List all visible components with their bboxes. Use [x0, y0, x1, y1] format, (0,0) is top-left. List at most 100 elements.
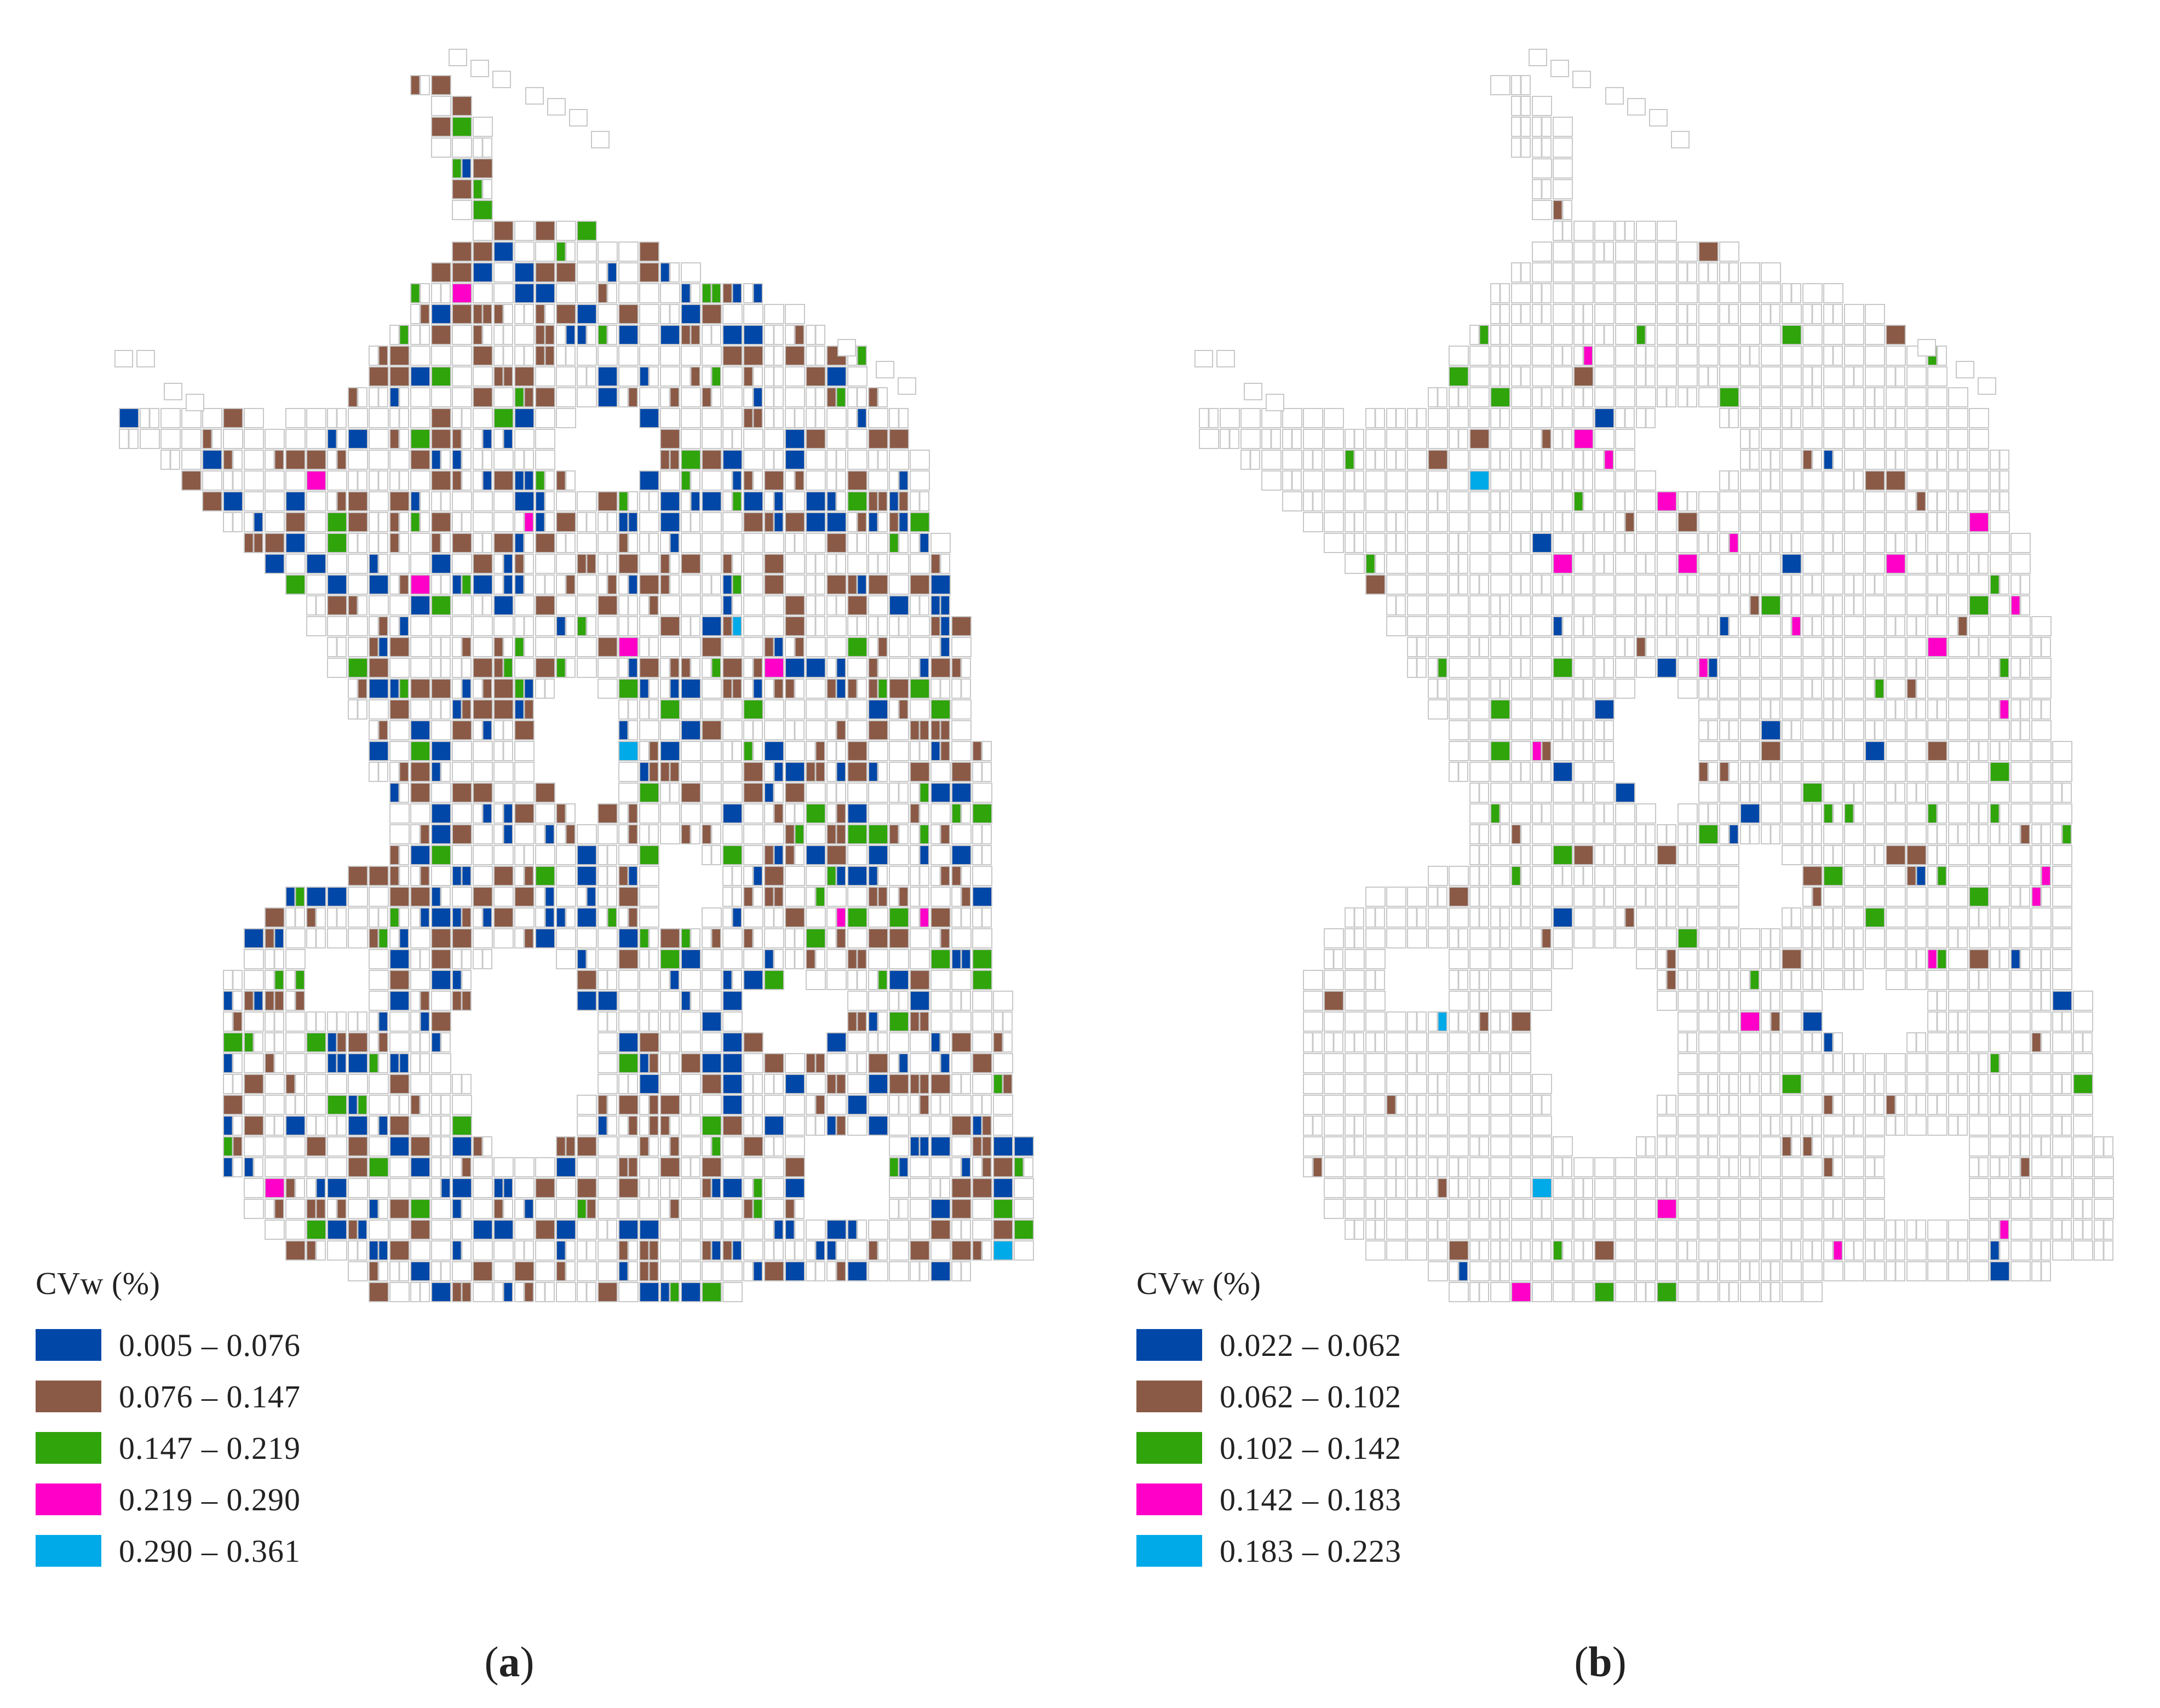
map-block [889, 1261, 909, 1281]
map-block-class-2 [618, 1157, 629, 1177]
map-block [743, 907, 763, 928]
map-block [440, 1115, 451, 1136]
map-block-class-1 [410, 366, 430, 387]
map-block [1865, 595, 1885, 616]
map-block [1969, 1011, 1989, 1032]
map-block [1345, 1032, 1355, 1053]
map-block-class-3 [732, 491, 742, 511]
map-block [1865, 928, 1885, 948]
map-block [1636, 221, 1656, 241]
map-block [1345, 1178, 1365, 1198]
map-block [1386, 533, 1397, 553]
map-block [544, 470, 555, 491]
map-block-class-2 [1624, 907, 1635, 928]
map-block-class-1 [431, 741, 451, 761]
map-block-class-3 [1969, 595, 1989, 616]
legend-item: 0.076 – 0.147 [36, 1371, 301, 1422]
map-block-class-2 [722, 616, 733, 636]
map-block-class-2 [628, 803, 638, 824]
map-block [889, 1115, 909, 1136]
map-block [1490, 366, 1501, 387]
map-block [1761, 970, 1781, 990]
map-block [1312, 491, 1323, 511]
map-block [1916, 1032, 1926, 1053]
map-block [1490, 616, 1501, 636]
map-block-class-2 [482, 304, 492, 324]
map-block [473, 949, 483, 969]
map-block [930, 803, 951, 824]
map-block [473, 907, 483, 928]
map-block-class-2 [764, 887, 774, 907]
map-block-class-3 [1823, 803, 1834, 824]
map-block [410, 533, 430, 553]
map-block-class-1 [556, 907, 566, 928]
map-block [1698, 1261, 1709, 1281]
map-block-class-2 [535, 658, 555, 678]
map-block [1345, 512, 1355, 532]
map-block [847, 554, 868, 574]
map-block [1365, 1074, 1386, 1094]
map-block [1428, 1095, 1438, 1115]
map-block [1479, 637, 1489, 657]
map-block-class-1 [202, 450, 222, 470]
map-block [473, 117, 493, 137]
map-block [389, 1011, 410, 1032]
map-block [1874, 387, 1885, 407]
map-block [1791, 720, 1801, 740]
map-block-class-1 [503, 1178, 513, 1198]
map-block-class-2 [702, 720, 722, 740]
map-block-class-2 [473, 783, 493, 803]
map-block-class-1 [565, 325, 576, 345]
map-block [1823, 762, 1843, 782]
map-block [1469, 616, 1490, 636]
map-block [1823, 283, 1843, 303]
map-block [794, 678, 805, 699]
map-block [232, 470, 243, 491]
map-block [1895, 1095, 1905, 1115]
map-block-class-1 [1014, 1136, 1034, 1157]
map-block [1906, 1240, 1927, 1261]
map-block-class-1 [1823, 450, 1834, 470]
map-block [1678, 970, 1688, 990]
map-block [868, 783, 888, 803]
map-block [1969, 866, 1989, 886]
map-block [1823, 554, 1843, 574]
map-block-class-2 [461, 637, 472, 657]
map-block-class-1 [806, 491, 826, 511]
map-block-class-1 [1615, 783, 1635, 803]
map-block-class-3 [919, 783, 929, 803]
map-block [1657, 221, 1677, 241]
map-block [1948, 949, 1968, 969]
map-block [1553, 491, 1573, 511]
map-block-class-2 [244, 533, 254, 553]
map-block [431, 1053, 451, 1073]
map-block-class-3 [535, 866, 555, 886]
map-block [535, 678, 545, 699]
map-block-class-1 [253, 512, 263, 532]
map-block [1532, 574, 1542, 595]
map-block [1365, 991, 1386, 1011]
map-block [1490, 658, 1510, 678]
map-block [1761, 429, 1781, 449]
map-block [1490, 678, 1501, 699]
map-block-class-2 [285, 1178, 296, 1198]
map-block [752, 470, 763, 491]
map-block [1708, 1261, 1718, 1281]
map-block [1469, 803, 1490, 824]
map-block-class-2 [930, 1074, 951, 1094]
map-block [440, 1095, 451, 1115]
map-block [868, 616, 878, 636]
map-block [211, 429, 222, 449]
map-block [639, 803, 659, 824]
map-block [1553, 512, 1563, 532]
map-block [785, 803, 795, 824]
map-block [1428, 1115, 1448, 1136]
map-block-class-2 [732, 678, 742, 699]
map-block [1782, 283, 1792, 303]
map-block [2052, 970, 2072, 990]
map-block [1532, 346, 1552, 366]
map-block [1678, 1157, 1698, 1177]
map-block [1948, 616, 1958, 636]
map-block [981, 741, 992, 761]
map-block [1698, 637, 1719, 657]
